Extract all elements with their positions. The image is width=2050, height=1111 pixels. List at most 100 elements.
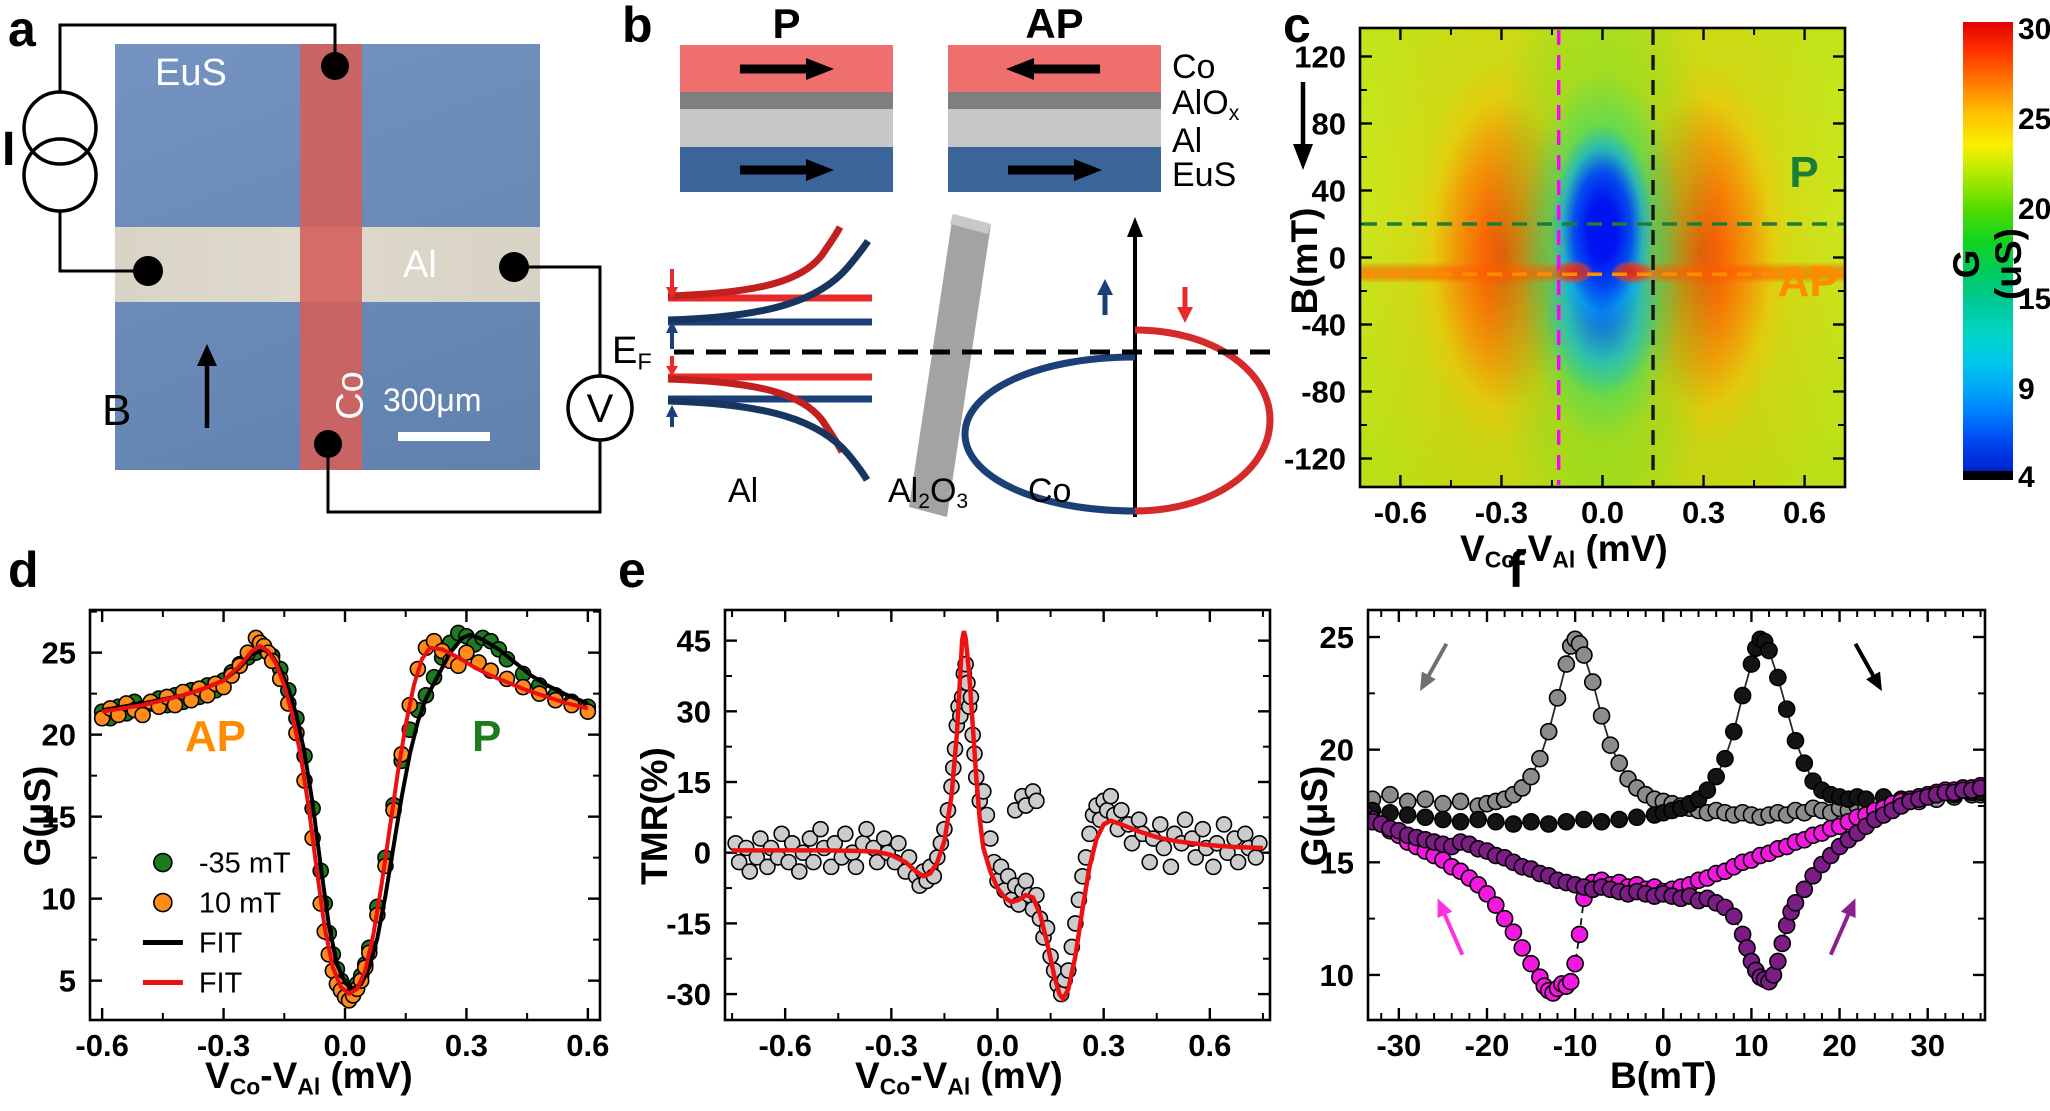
alox-layer <box>948 92 1161 109</box>
svg-text:-30: -30 <box>1376 1028 1421 1063</box>
series-g-up-sweep-black <box>1368 630 1985 833</box>
spin-up-arrowhead <box>666 405 678 417</box>
colorbar-tick-4: 4 <box>2018 460 2035 494</box>
voltmeter-label: V <box>587 387 614 431</box>
svg-text:15: 15 <box>677 765 711 800</box>
b-sweep-direction-arrow <box>1293 82 1313 170</box>
al-bottom-label: Al <box>728 472 759 510</box>
current-label: I <box>2 123 15 176</box>
ap-state-title: AP <box>1025 0 1084 47</box>
svg-text:-0.6: -0.6 <box>75 1028 128 1063</box>
d-ylabel: G(μS) <box>17 765 58 867</box>
current-source-icon <box>22 90 98 166</box>
voltmeter-icon <box>566 374 634 442</box>
annotation-p: P <box>472 712 501 761</box>
series-tmr-data <box>727 655 1268 1003</box>
panel-b-label: b <box>622 0 653 53</box>
bcs-curve-red-dn <box>667 375 846 454</box>
al-layer <box>680 109 893 147</box>
co-electrode-stripe <box>300 44 362 470</box>
svg-text:-0.6: -0.6 <box>1374 495 1427 530</box>
tunnel-barrier <box>909 214 991 517</box>
wire-volt-bottom <box>326 441 602 514</box>
svg-text:10 mT: 10 mT <box>199 888 281 920</box>
spin-up-arrowhead <box>1097 279 1113 295</box>
svg-text:0.6: 0.6 <box>1188 1028 1231 1063</box>
colorbar-tick-25: 25 <box>2018 103 2050 136</box>
svg-text:-30: -30 <box>666 977 711 1012</box>
svg-text:20: 20 <box>1822 1028 1856 1063</box>
spin-down-arrowhead <box>666 366 678 376</box>
magnetization-arrow-right-icon <box>1008 159 1102 181</box>
series-tmr-fit <box>732 630 1263 1003</box>
svg-text:10: 10 <box>1320 958 1354 993</box>
scale-bar-label: 300μm <box>383 382 482 418</box>
svg-text:0.3: 0.3 <box>1082 1028 1125 1063</box>
c-ylabel: B(mT) <box>1284 207 1325 315</box>
bcs-curve-blue-dn <box>667 397 871 482</box>
eus-layer <box>948 147 1161 192</box>
energy-diagram <box>666 214 1278 517</box>
contact-dot-al-right <box>499 252 529 282</box>
svg-text:0.6: 0.6 <box>566 1028 609 1063</box>
panel-e-label: e <box>618 542 646 598</box>
svg-text:0.3: 0.3 <box>1682 495 1725 530</box>
eus-layer <box>680 147 893 192</box>
p-state-title: P <box>772 0 801 47</box>
d-xlabel: VCo-VAl (mV) <box>205 1055 413 1100</box>
svg-text:FIT: FIT <box>199 928 243 960</box>
e-xlabel: VCo-VAl (mV) <box>855 1055 1063 1100</box>
svg-text:0: 0 <box>1329 241 1346 276</box>
colorbar <box>1963 22 2013 480</box>
panel-d-label: d <box>8 542 39 598</box>
svg-text:25: 25 <box>1320 620 1354 655</box>
contact-dot-co-top <box>321 52 349 80</box>
colorbar-ticks: 30 25 20 15 9 4 <box>2018 13 2050 494</box>
annotation-ap: AP <box>185 712 246 761</box>
fermi-level-label: EF <box>612 330 652 375</box>
svg-text:30: 30 <box>677 694 711 729</box>
co-layer <box>680 45 893 92</box>
co-energy-axis-arrowhead <box>1127 217 1143 237</box>
layer-label-co: Co <box>1172 48 1216 86</box>
magnetization-arrow-right-icon <box>740 58 834 80</box>
b-field-arrowhead <box>197 344 217 366</box>
layer-label-alox: AlOx <box>1172 84 1240 125</box>
wire-current-bottom <box>58 211 140 273</box>
contact-dot-al-left <box>133 256 163 286</box>
conductance-heatmap <box>1360 28 1845 487</box>
series-g-down-sweep-gray <box>1368 630 1985 827</box>
c-xlabel: VCo-VAl (mV) <box>1460 528 1668 573</box>
co-band-spin-down <box>1134 326 1274 515</box>
co-bottom-label: Co <box>1028 472 1072 510</box>
series-fit-black <box>101 632 589 992</box>
series-10-mt <box>93 629 597 1009</box>
colorbar-tick-30: 30 <box>2018 12 2050 46</box>
series-g-up-sweep-purple <box>1368 779 1985 991</box>
al-label: Al <box>403 244 437 286</box>
series-g-down-sweep-magenta <box>1368 776 1985 1002</box>
co-layer <box>948 45 1161 92</box>
svg-text:25: 25 <box>42 636 76 671</box>
spin-down-arrowhead <box>666 287 678 299</box>
magnetization-arrow-left-icon <box>1006 58 1100 80</box>
svg-text:-35 mT: -35 mT <box>199 848 291 880</box>
svg-text:0.3: 0.3 <box>445 1028 488 1063</box>
colorbar-min-strip <box>1963 471 2013 480</box>
co-band-spin-up <box>961 353 1136 515</box>
svg-text:10: 10 <box>1734 1028 1768 1063</box>
f-xlabel: B(mT) <box>1610 1055 1717 1096</box>
svg-text:-10: -10 <box>1553 1028 1598 1063</box>
svg-text:5: 5 <box>59 964 76 999</box>
f-ylabel: G(μS) <box>1294 765 1335 867</box>
panel-f-label: f <box>1508 542 1525 598</box>
wire-current-top <box>58 23 337 92</box>
svg-text:45: 45 <box>677 624 711 659</box>
series-fit-red <box>101 643 589 997</box>
magnetization-arrow-right-icon <box>740 159 834 181</box>
panel-a-label: a <box>8 1 36 57</box>
svg-text:-120: -120 <box>1284 442 1346 477</box>
alox-layer <box>680 92 893 109</box>
